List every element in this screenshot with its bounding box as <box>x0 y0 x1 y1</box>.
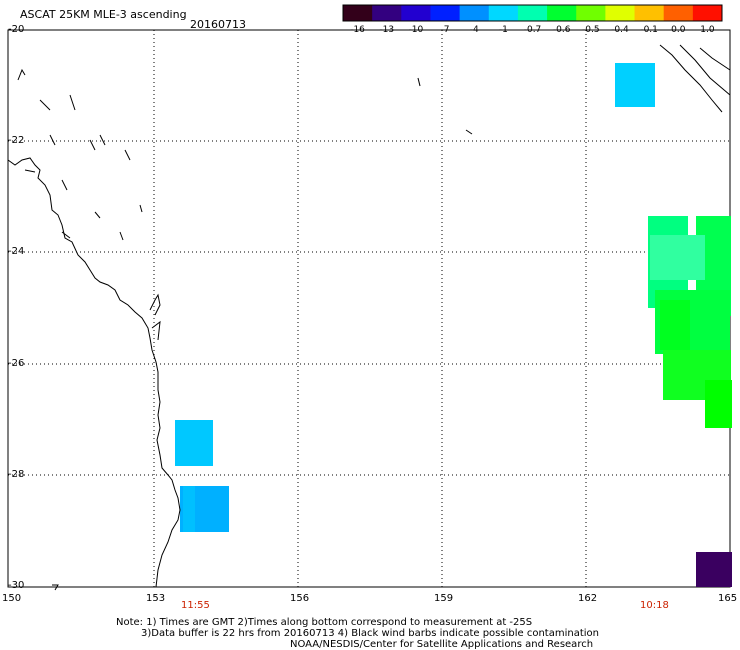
time-label-right: 10:18 <box>640 600 669 611</box>
swath-cell <box>705 380 732 428</box>
colorbar-swatch <box>459 5 490 21</box>
colorbar-tick-label: -0.4 <box>611 25 629 35</box>
lat-label: -28 <box>8 469 25 480</box>
note-line-2: 3)Data buffer is 22 hrs from 20160713 4)… <box>141 628 599 639</box>
map-date: 20160713 <box>190 18 246 31</box>
lon-label: 162 <box>578 593 598 604</box>
map-title: ASCAT 25KM MLE-3 ascending <box>20 8 187 21</box>
colorbar-tick-label: -0.6 <box>552 25 571 35</box>
colorbar-swatch <box>517 5 548 21</box>
colorbar-tick-label: 1.0 <box>700 25 715 35</box>
colorbar-swatch <box>547 5 577 21</box>
colorbar-border <box>342 4 723 22</box>
colorbar-tick-label: -0.1 <box>640 25 658 35</box>
coastline <box>7 44 731 591</box>
colorbar-tick-label: -7 <box>440 25 450 35</box>
colorbar-tick-label: -13 <box>379 25 395 35</box>
lon-label: 159 <box>434 593 454 604</box>
colorbar-tick-label: 0.0 <box>671 25 686 35</box>
lat-label: -30 <box>8 580 25 591</box>
plot-frame <box>7 29 731 588</box>
colorbar-swatch <box>343 5 373 21</box>
swath-cell <box>175 420 213 466</box>
wind-swaths <box>175 63 732 587</box>
time-label-left: 11:55 <box>181 600 210 611</box>
lon-label: 153 <box>146 593 166 604</box>
colorbar-strip <box>342 4 723 22</box>
lon-label: 156 <box>290 593 310 604</box>
colorbar-tick-label: -0.7 <box>523 25 542 35</box>
lon-label: 165 <box>718 593 738 604</box>
colorbar-swatch <box>692 5 723 21</box>
colorbar-tick-label: -16 <box>350 25 365 35</box>
swath-cell <box>660 300 690 350</box>
lat-label: -26 <box>8 358 25 369</box>
colorbar-swatch <box>372 5 402 21</box>
colorbar-swatch <box>401 5 431 21</box>
swath-cell <box>183 486 195 532</box>
swath-cell <box>650 235 705 280</box>
colorbar-tick-label: -0.5 <box>582 25 600 35</box>
colorbar-swatch <box>663 5 694 21</box>
swath-cell <box>615 63 655 107</box>
note-line-3: NOAA/NESDIS/Center for Satellite Applica… <box>290 639 594 650</box>
lon-label: 150 <box>2 593 22 604</box>
colorbar-tick-label: -4 <box>469 25 479 35</box>
colorbar-tick-label: -1 <box>498 25 508 35</box>
lat-label: -24 <box>8 246 25 257</box>
colorbar-tick-label: -10 <box>408 25 424 35</box>
note-line-1: Note: 1) Times are GMT 2)Times along bot… <box>116 617 533 628</box>
grid <box>8 30 730 587</box>
lat-label: -22 <box>8 135 25 146</box>
swath-cell <box>696 552 732 587</box>
colorbar-swatch <box>430 5 461 21</box>
colorbar-swatch <box>605 5 636 21</box>
colorbar-swatch <box>488 5 519 21</box>
lat-label: -20 <box>8 24 25 35</box>
colorbar-swatch <box>576 5 606 21</box>
colorbar-swatch <box>634 5 665 21</box>
